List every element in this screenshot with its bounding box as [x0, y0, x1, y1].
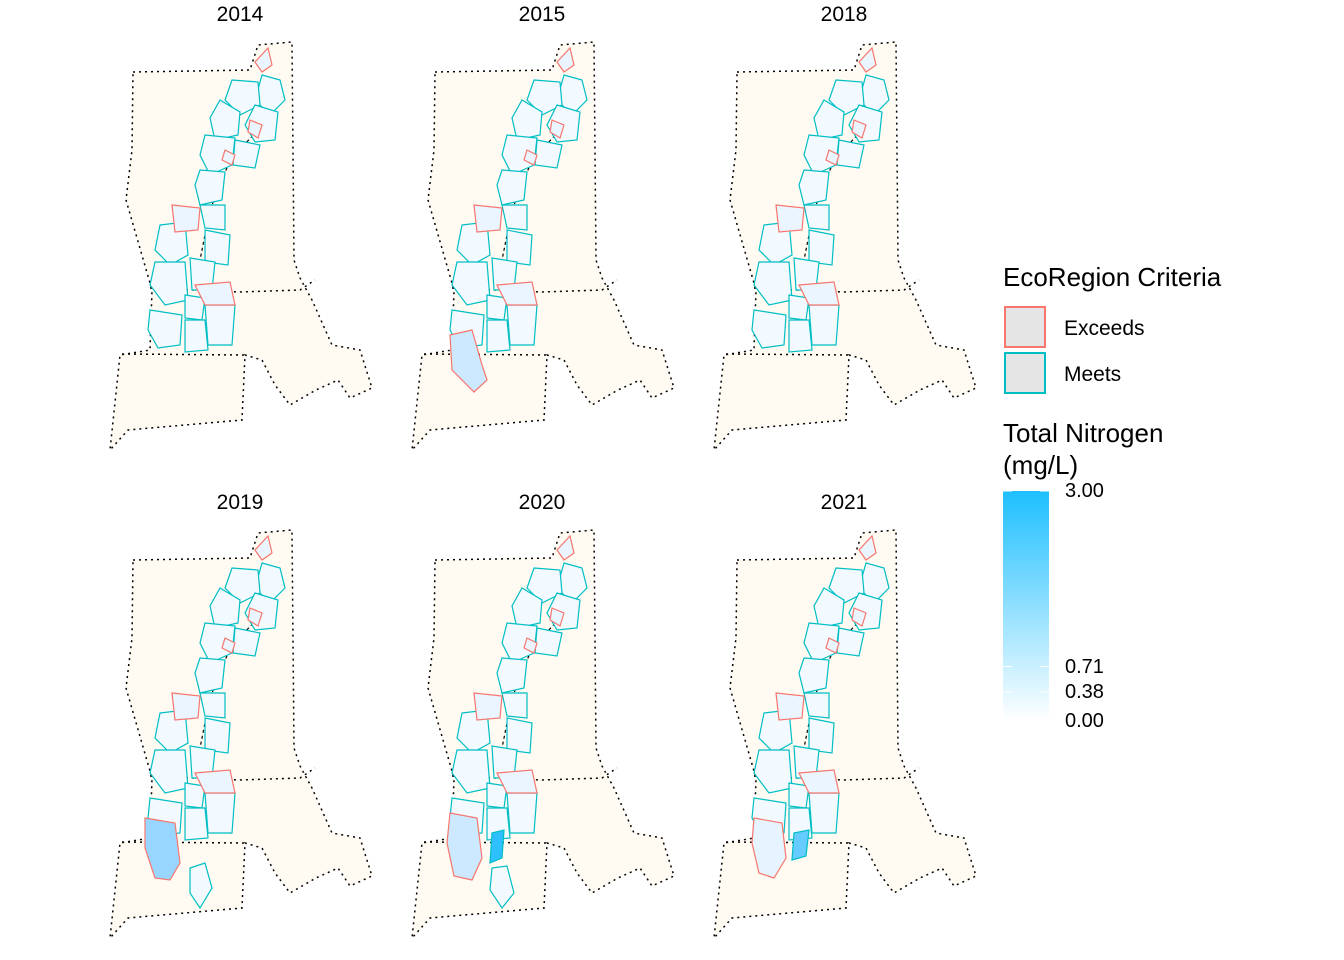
watershed-meets: [489, 865, 515, 910]
map-panel-2020: 2020: [411, 491, 675, 939]
criteria-legend-title: EcoRegion Criteria: [1003, 262, 1222, 292]
panel-title: 2021: [821, 491, 868, 514]
watershed-exceeds: [144, 817, 181, 881]
legend-label-meets: Meets: [1064, 363, 1122, 386]
nitrogen-colorbar: [1003, 491, 1049, 721]
watershed-exceeds: [446, 812, 483, 881]
panel-title: 2018: [821, 3, 868, 26]
legend-key-meets: [1004, 352, 1046, 394]
map-panel-2021: 2021: [713, 491, 977, 939]
panel-title: 2019: [217, 491, 264, 514]
watershed-exceeds: [751, 817, 787, 879]
colorbar-fill: [1003, 491, 1049, 721]
watershed-meets: [791, 829, 810, 861]
panel-title: 2015: [519, 3, 566, 26]
map-panel-2015: 2015: [411, 3, 675, 451]
colorbar-tick-label: 0.38: [1065, 680, 1104, 703]
legend-key-exceeds: [1004, 306, 1046, 348]
colorbar-tick-label: 0.00: [1065, 710, 1104, 732]
panel-title: 2020: [519, 491, 566, 514]
map-panel-2014: 2014: [109, 3, 373, 451]
legend-label-exceeds: Exceeds: [1064, 317, 1145, 340]
colorbar-tick-label: 0.71: [1065, 655, 1104, 678]
map-panel-2019: 2019: [109, 491, 373, 939]
panel-title: 2014: [217, 3, 264, 26]
watershed-meets: [189, 862, 213, 910]
nitrogen-legend-title-line1: Total Nitrogen: [1003, 418, 1164, 448]
colorbar-tick-label: 3.00: [1065, 480, 1104, 502]
watershed-exceeds: [449, 329, 488, 393]
map-panel-2018: 2018: [713, 3, 977, 451]
watershed-meets: [489, 829, 505, 864]
nitrogen-legend-title-line2: (mg/L): [1003, 450, 1079, 480]
